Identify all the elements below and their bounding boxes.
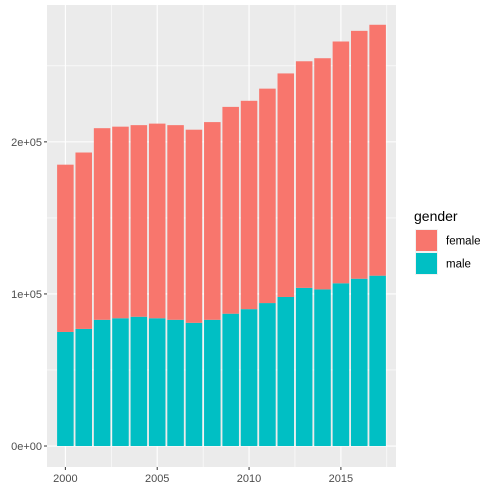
legend-label-male: male (446, 259, 471, 271)
bar-female-2001 (75, 152, 93, 329)
bar-male-2001 (75, 328, 93, 447)
bar-female-2012 (277, 73, 295, 297)
y-tick-label: 0e+00 (11, 441, 42, 453)
legend-key-male (416, 253, 437, 274)
legend-key-female (416, 230, 437, 251)
bar-male-2014 (314, 289, 331, 447)
bar-male-2007 (185, 322, 203, 447)
x-tick-label: 2015 (329, 473, 353, 485)
legend-label-female: female (446, 236, 481, 248)
bar-female-2000 (57, 164, 74, 332)
x-axis: 2000 2005 2010 2015 (53, 467, 353, 485)
bar-female-2005 (148, 123, 166, 319)
bar-male-2013 (295, 287, 313, 447)
bar-male-2000 (57, 331, 74, 447)
bar-female-2002 (93, 128, 111, 320)
bar-male-2002 (93, 319, 111, 447)
bar-female-2013 (295, 61, 313, 288)
bar-male-2009 (222, 313, 239, 447)
bar-male-2016 (350, 278, 368, 447)
legend-title: gender (414, 208, 458, 224)
bar-female-2010 (240, 100, 258, 310)
legend: gender female male (414, 208, 481, 275)
bar-male-2008 (204, 319, 221, 447)
bar-female-2004 (130, 125, 148, 317)
bar-female-2016 (350, 30, 368, 279)
bar-female-2009 (222, 106, 239, 314)
bar-female-2007 (185, 129, 203, 323)
bar-male-2017 (369, 275, 386, 447)
bar-female-2006 (167, 125, 184, 320)
bar-female-2017 (369, 24, 386, 276)
bar-female-2011 (259, 88, 276, 304)
bar-female-2014 (314, 58, 331, 290)
bar-male-2011 (259, 303, 276, 447)
y-axis: 0e+00 1e+05 2e+05 (11, 137, 47, 453)
bar-male-2015 (332, 283, 350, 447)
x-tick-label: 2000 (53, 473, 77, 485)
bar-male-2012 (277, 296, 295, 447)
bar-male-2003 (112, 318, 129, 447)
bar-female-2015 (332, 41, 350, 284)
bar-male-2010 (240, 309, 258, 447)
bar-female-2008 (204, 122, 221, 320)
bar-female-2003 (112, 126, 129, 319)
x-tick-label: 2005 (145, 473, 169, 485)
bar-male-2005 (148, 318, 166, 447)
bar-male-2004 (130, 316, 148, 447)
x-tick-label: 2010 (237, 473, 261, 485)
y-tick-label: 1e+05 (11, 289, 42, 301)
y-tick-label: 2e+05 (11, 137, 42, 149)
bar-male-2006 (167, 319, 184, 447)
bars (57, 24, 386, 447)
